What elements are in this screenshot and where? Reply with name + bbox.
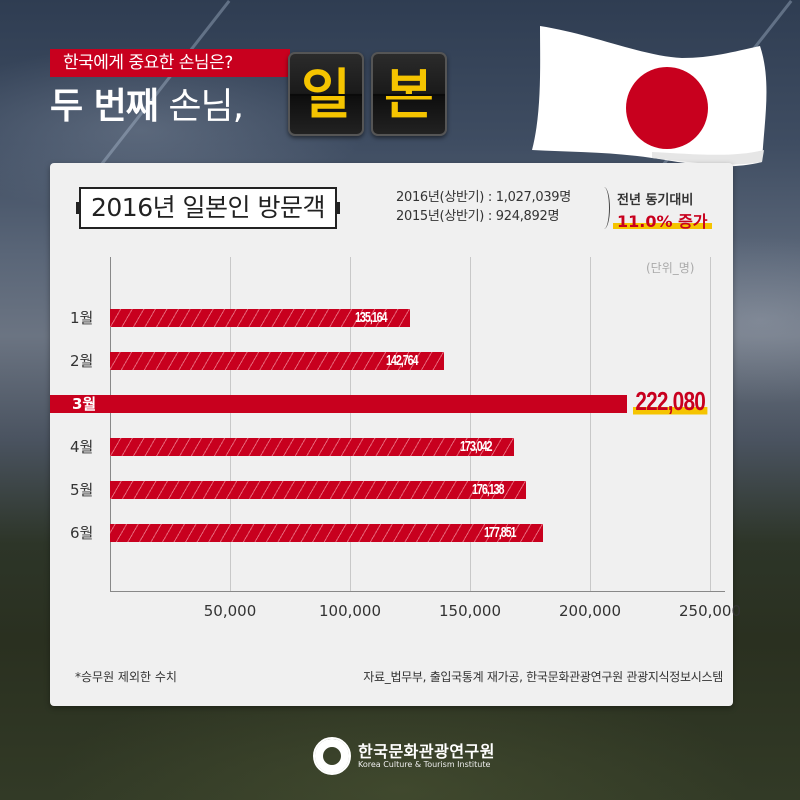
gridline-200000 [590, 257, 591, 592]
bar-value: 177,851 [484, 524, 517, 541]
bar-jan: 135,164 [110, 309, 410, 327]
yoy-value: 11.0% 증가 [613, 208, 712, 232]
flip-tile-2: 본 [371, 52, 447, 136]
stat-2015: 2015년(상반기) : 924,892명 [396, 209, 560, 224]
month-label: 4월 [70, 438, 94, 456]
chart-card: 2016년 일본인 방문객 2016년(상반기) : 1,027,039명 20… [50, 163, 741, 706]
month-label: 1월 [70, 309, 94, 327]
bar-value: 135,164 [355, 309, 388, 326]
unit-label: (단위_명) [646, 261, 695, 275]
month-label: 5월 [70, 481, 94, 499]
bar-mar-highlight [50, 395, 627, 413]
month-label: 2월 [70, 352, 94, 370]
logo-ring-icon [313, 737, 351, 775]
stat-2016: 2016년(상반기) : 1,027,039명 [396, 190, 571, 205]
japan-flag-icon [532, 26, 767, 167]
flip-tile-1: 일 [288, 52, 364, 136]
bar-jun: 177,851 [110, 524, 543, 542]
bar-value: 176,138 [472, 481, 505, 498]
half-year-stats: 2016년(상반기) : 1,027,039명 2015년(상반기) : 924… [396, 188, 571, 226]
highlight-value: 222,080 [633, 386, 708, 417]
bar-value: 142,764 [386, 352, 419, 369]
x-tick: 50,000 [203, 602, 257, 620]
yoy-label: 전년 동기대비 [617, 193, 694, 208]
x-tick: 200,000 [558, 602, 622, 620]
logo-name-en: Korea Culture & Tourism Institute [358, 760, 491, 769]
gridline-150000 [470, 257, 471, 592]
bar-may: 176,138 [110, 481, 526, 499]
chart-title: 2016년 일본인 방문객 [76, 187, 340, 229]
headline-light: 손님, [168, 86, 244, 127]
gridline-100000 [350, 257, 351, 592]
bracket-divider [598, 187, 610, 229]
logo-name-ko: 한국문화관광연구원 [358, 742, 495, 761]
bar-feb: 142,764 [110, 352, 444, 370]
institute-logo: 한국문화관광연구원 Korea Culture & Tourism Instit… [313, 737, 495, 777]
x-tick: 150,000 [438, 602, 502, 620]
headline: 두 번째 손님, [50, 82, 244, 132]
footnote: *승무원 제외한 수치 [75, 670, 177, 684]
gridline-50000 [230, 257, 231, 592]
y-axis [110, 257, 111, 592]
x-axis [110, 591, 725, 592]
source-credit: 자료_법무부, 출입국통계 재가공, 한국문화관광연구원 관광지식정보시스템 [363, 670, 723, 684]
x-tick: 100,000 [318, 602, 382, 620]
x-tick: 250,000 [678, 602, 742, 620]
bar-apr: 173,042 [110, 438, 514, 456]
month-label: 6월 [70, 524, 94, 542]
subtitle-banner: 한국에게 중요한 손님은? [50, 49, 290, 77]
bar-value: 173,042 [460, 438, 493, 455]
headline-bold: 두 번째 [50, 86, 159, 127]
gridline-250000 [710, 257, 711, 592]
highlight-month-label: 3월 [72, 395, 97, 413]
